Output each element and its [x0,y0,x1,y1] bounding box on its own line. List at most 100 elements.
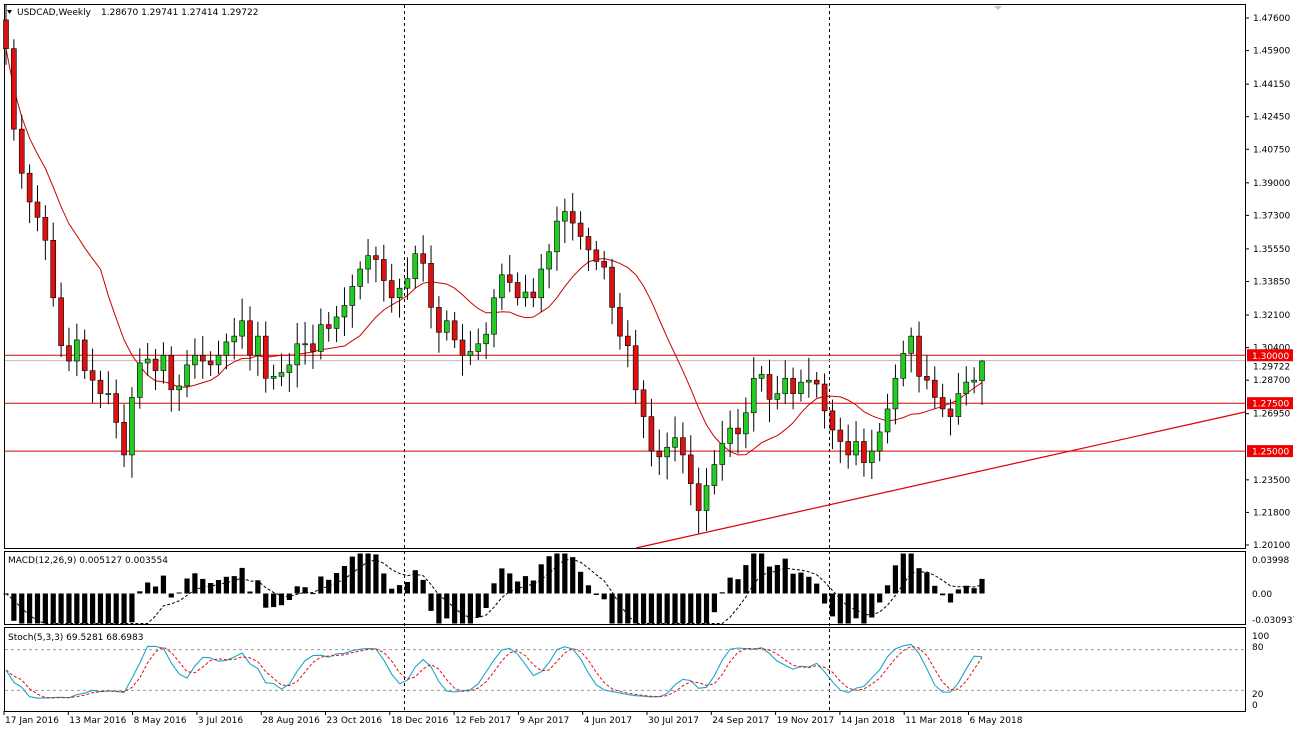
candle-body [916,335,922,377]
candle-body [231,335,238,343]
candle-body [168,354,175,391]
candle-body [333,316,340,329]
level-tag-label: 1.30000 [1252,352,1289,362]
macd-bar [129,593,135,623]
macd-bar [766,566,773,594]
price-tick-label: 1.35550 [1253,245,1290,255]
candle-body [451,320,458,341]
macd-bar [845,593,851,624]
macd-bar [617,593,623,624]
candle-body [89,370,96,381]
macd-tick-top: 0.03998 [1252,556,1289,566]
candle-body [428,262,434,308]
candle-body [404,278,411,289]
candle-body [341,305,348,318]
macd-bar [357,553,363,594]
macd-bar [278,593,285,606]
time-tick-label: 14 Jan 2018 [841,716,895,726]
macd-bar [947,593,954,603]
candle-body [152,358,159,371]
time-tick-label: 24 Sep 2017 [712,716,769,726]
candle-body [412,253,419,279]
candle-body [373,255,379,260]
macd-bar [696,593,702,624]
macd-bar [916,568,922,594]
candle-body [97,379,104,394]
macd-bar [50,593,56,624]
candle-body [176,385,182,391]
macd-bar [263,593,269,608]
candle-body [294,343,301,366]
macd-bar [326,579,332,594]
candle-body [884,408,891,433]
candle-body [74,339,80,362]
candle-body [971,379,977,383]
time-tick-label: 12 Feb 2017 [455,716,511,726]
macd-histogram [3,553,985,624]
candle-body [798,381,804,394]
macd-bar [428,593,434,611]
price-tags: 1.30000 1.27500 1.25000 1.29722 [1247,349,1293,458]
trendline [635,411,1246,549]
candle-body [892,377,899,410]
macd-bar [546,556,552,594]
candle-body [577,222,584,237]
candle-body [931,379,938,398]
candle-body [546,251,552,270]
candle-body [562,211,568,222]
macd-bar [168,593,174,598]
time-tick-label: 11 Mar 2018 [905,716,962,726]
macd-bar [507,573,513,594]
stoch-tick-80: 80 [1252,643,1264,653]
macd-bar [420,579,426,594]
macd-bar [271,593,277,608]
candle-body [711,464,718,486]
candle-body [286,364,293,373]
macd-tick-bottom: -0.030937 [1252,616,1294,626]
symbol-dropdown-icon[interactable] [7,10,12,14]
candle-body [129,397,135,456]
macd-bar [137,591,143,594]
macd-bar [711,593,717,613]
candle-body [939,397,946,410]
candle-body [656,450,663,458]
candle-body [483,333,489,345]
candle-body [601,261,607,268]
candle-body [388,280,395,299]
candle-body [42,217,49,241]
macd-bar [152,586,159,594]
macd-bar [27,593,33,624]
macd-bar [365,553,371,594]
macd-bar [538,564,544,594]
price-axis: 1.47600 1.45900 1.44150 1.42450 1.40750 1.390… [1245,14,1290,551]
candle-body [318,324,324,352]
price-tick-label: 1.28700 [1253,376,1290,386]
macd-bar [759,553,765,594]
macd-bar [255,580,261,594]
candle-body [963,381,970,394]
time-tick-label: 13 Mar 2016 [69,716,126,726]
current-price-label: 1.29722 [1253,363,1290,373]
candle-body [381,259,387,281]
scroll-marker-icon[interactable] [994,6,1002,10]
candle-body [349,285,356,306]
candle-body [664,446,670,458]
macd-bar [955,589,961,594]
candle-body [184,364,190,387]
macd-bar [664,593,670,624]
price-tick-label: 1.45900 [1253,47,1290,57]
candle-body [34,201,41,218]
candle-body [192,354,198,366]
macd-bar [459,593,466,624]
candle-body [530,291,537,299]
macd-bar [200,578,206,594]
macd-bar [884,585,891,594]
candle-body [569,211,576,224]
candle-body [137,362,143,398]
macd-bar [798,572,804,594]
candle-body [900,353,907,379]
candle-body [625,335,631,346]
macd-bar [436,593,442,624]
macd-bar [530,580,536,594]
